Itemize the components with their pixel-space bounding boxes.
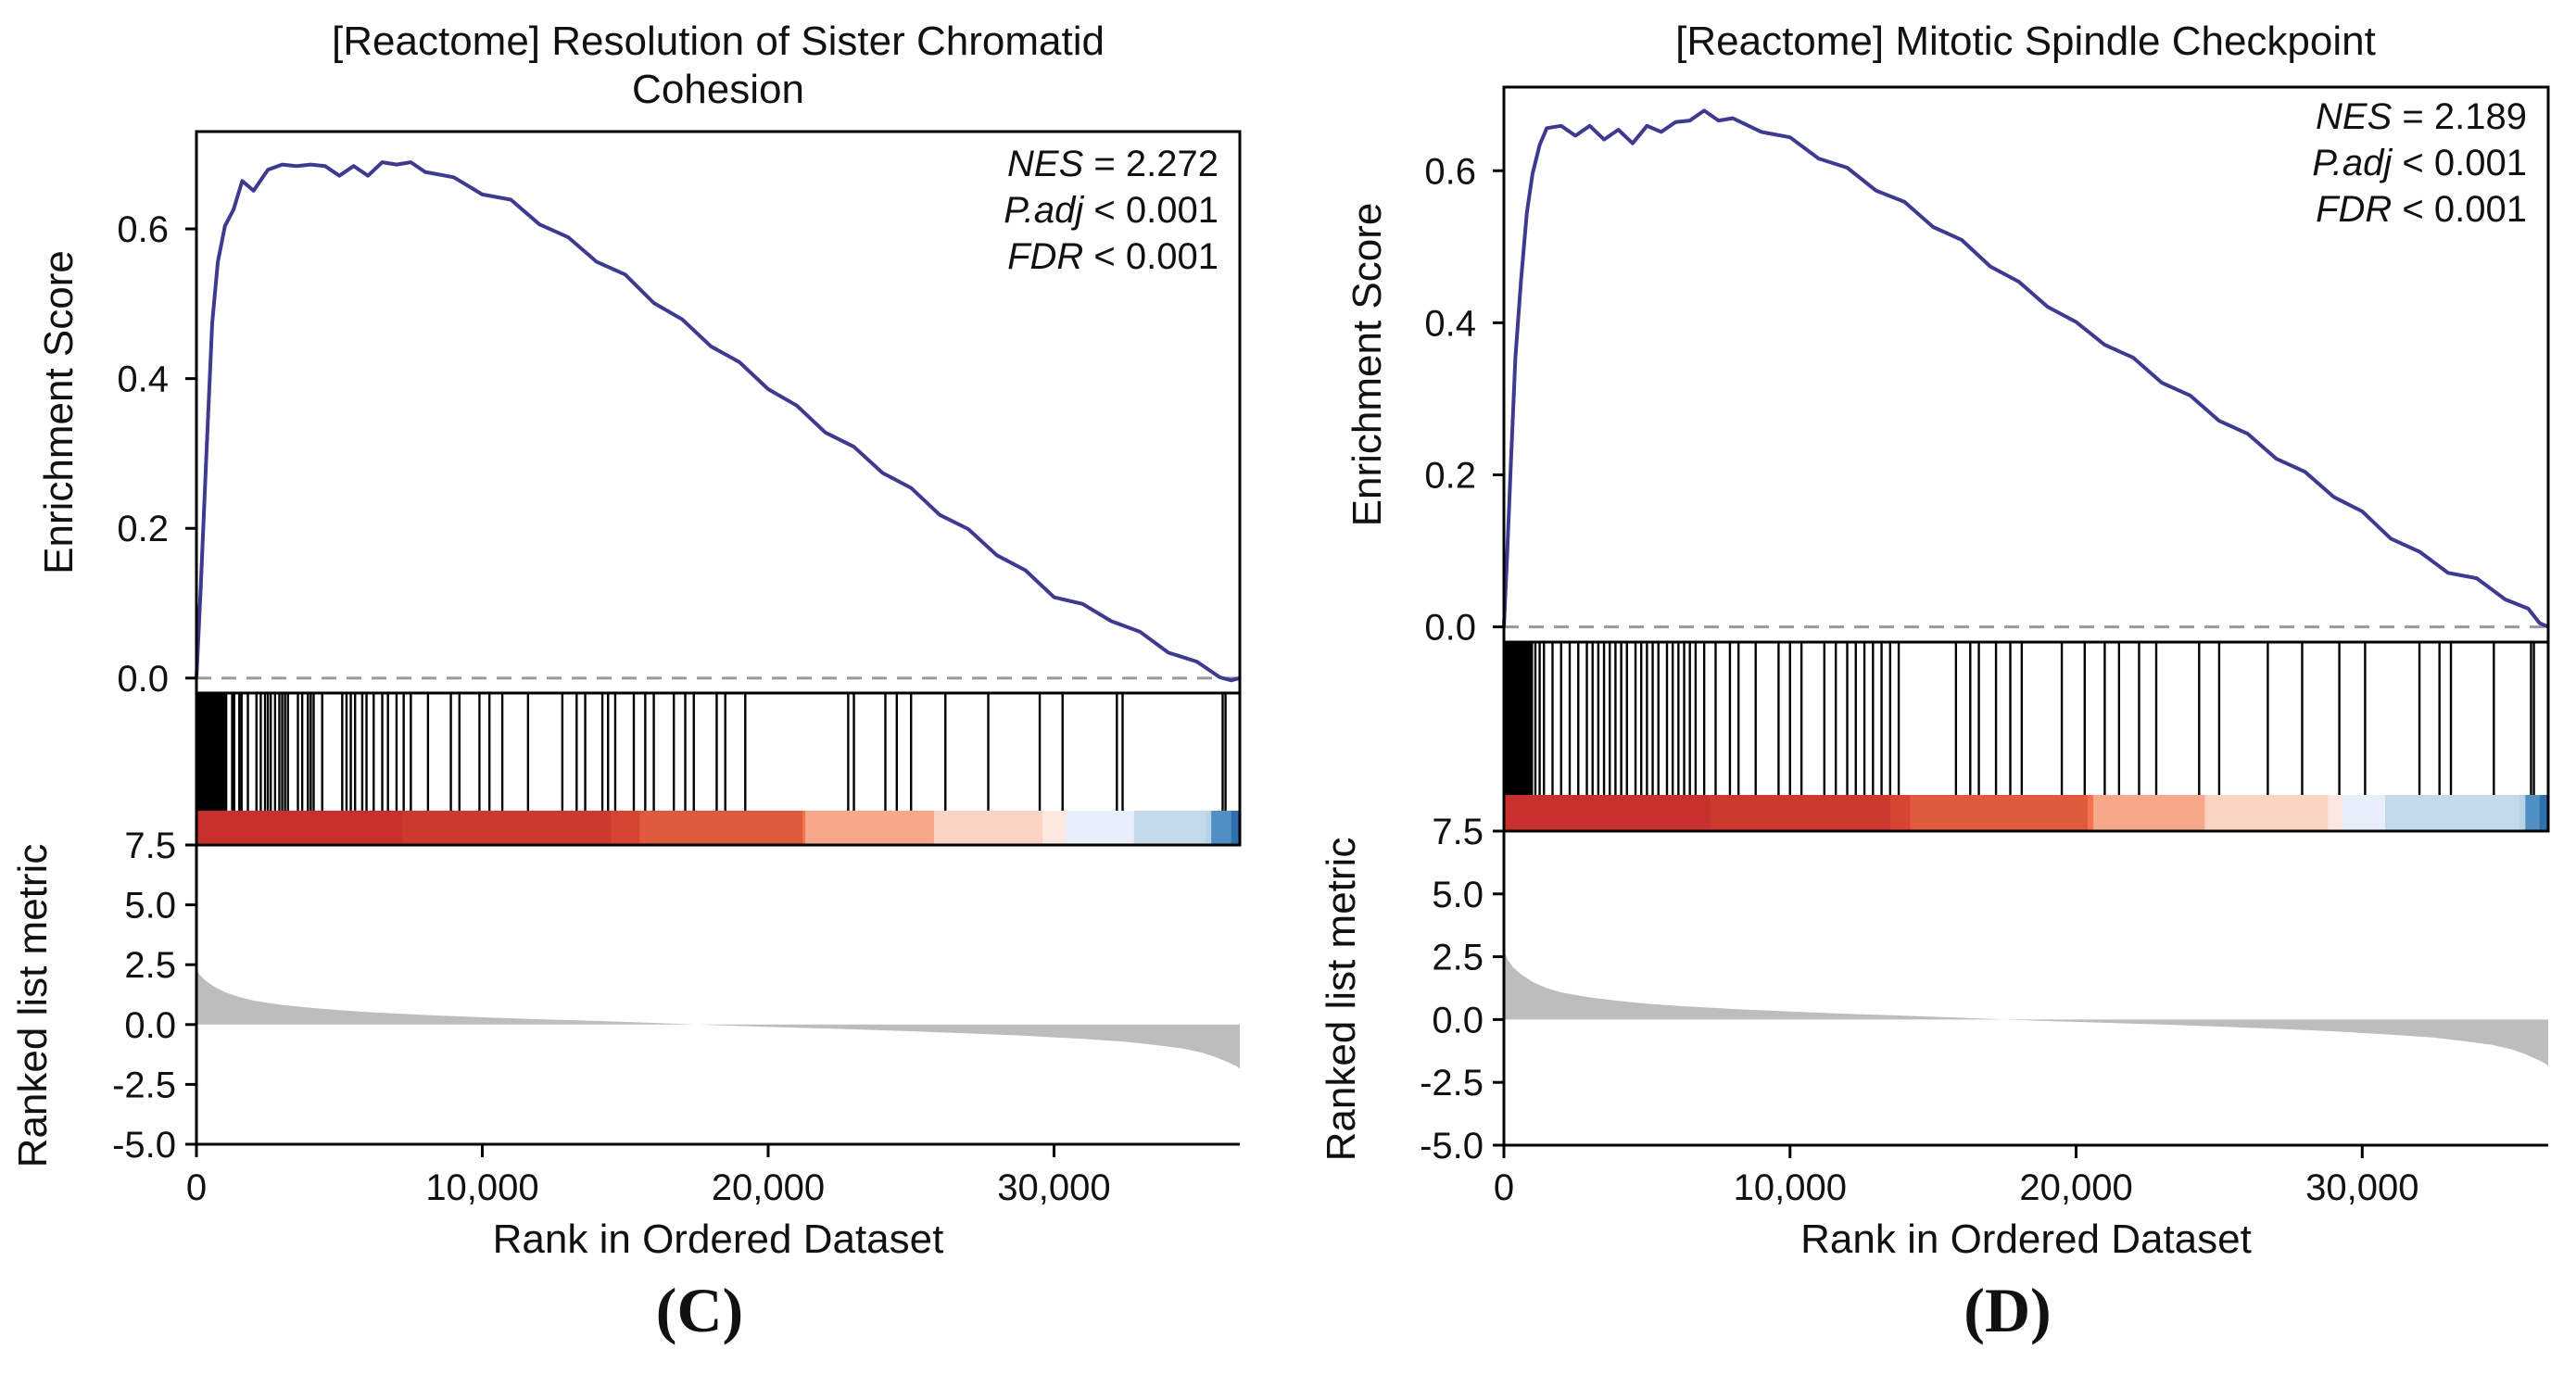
x-tick-label: 0 [1494,1167,1514,1208]
rank-heatmap-segment [2093,795,2206,831]
hits-heatmap-frame [1502,640,2550,833]
metric-y-tick-label: 5.0 [124,886,176,927]
stat-label: NES [1007,144,1084,184]
rank-heatmap-segment [402,811,612,845]
stat-label: FDR [2316,189,2392,230]
rank-heatmap-segment [1133,811,1206,845]
metric-y-axis-label: Ranked list metric [1319,838,1364,1162]
rank-heatmap-segment [1910,795,2089,831]
rank-heatmap-segment [2519,795,2526,831]
stat-annotation: P.adj < 0.001 [1004,190,1219,231]
metric-y-tick-label: 0.0 [1432,1000,1484,1040]
es-y-tick-label: 0.6 [117,209,169,250]
stat-operator: < [1083,236,1126,277]
rank-heatmap-segment [1205,811,1212,845]
hits-heatmap-frame [195,691,1242,847]
panel-label: (D) [1964,1275,2051,1345]
stat-label: P.adj [1004,190,1084,231]
rank-heatmap-segment [1211,811,1232,845]
stat-operator: = [2392,96,2434,137]
x-axis-label: Rank in Ordered Dataset [1800,1217,2252,1262]
enrichment-score-curve [195,160,1241,683]
chart-title: [Reactome] Mitotic Spindle Checkpoint [1675,19,2376,64]
rank-heatmap-segment [2204,795,2329,831]
rank-heatmap-segment [805,811,935,845]
es-y-tick-label: 0.6 [1424,151,1476,192]
panel-d: [Reactome] Mitotic Spindle Checkpoint 0.0… [1319,19,2550,1345]
rank-heatmap-segment [2087,795,2094,831]
es-y-tick-label: 0.2 [1424,455,1476,496]
stat-operator: < [2392,189,2434,230]
stat-operator: < [1083,190,1126,231]
metric-y-tick-label: 7.5 [1432,812,1484,852]
es-y-tick-label: 0.2 [117,509,169,549]
x-tick-label: 20,000 [2019,1167,2132,1208]
rank-heatmap-segment [802,811,806,845]
stat-value: 0.001 [1126,236,1219,277]
panel-c: [Reactome] Resolution of Sister Chromati… [10,19,1242,1345]
stat-value: 2.272 [1126,144,1219,184]
metric-y-tick-label: 5.0 [1432,875,1484,915]
es-y-tick-label: 0.4 [117,359,169,400]
rank-heatmap-segment [1889,795,1912,831]
stat-label: FDR [1007,236,1083,277]
rank-heatmap-segment [639,811,803,845]
rank-heatmap-segment [196,811,403,845]
metric-y-axis-label: Ranked list metric [10,844,56,1168]
rank-heatmap-segment [2539,795,2549,831]
stat-label: P.adj [2312,143,2393,183]
es-y-tick-label: 0.0 [1424,608,1476,649]
ranked-metric-area [196,969,1240,1069]
metric-y-tick-label: -5.0 [112,1125,176,1166]
panel-label: (C) [656,1275,743,1345]
stat-operator: < [2392,143,2434,183]
metric-y-tick-label: -5.0 [1420,1126,1484,1166]
rank-heatmap-segment [2385,795,2520,831]
stat-value: 2.189 [2434,96,2527,137]
x-tick-label: 30,000 [997,1167,1110,1208]
es-y-axis-label: Enrichment Score [1345,203,1390,527]
stat-value: 0.001 [2434,143,2527,183]
metric-y-tick-label: 2.5 [1432,938,1484,978]
stat-annotation: P.adj < 0.001 [2312,143,2527,183]
metric-y-tick-label: 0.0 [124,1005,176,1046]
chart-title: [Reactome] Resolution of Sister Chromati… [332,19,1105,64]
x-tick-label: 0 [186,1167,207,1208]
es-y-tick-label: 0.0 [117,659,169,700]
rank-heatmap-segment [1065,811,1135,845]
rank-heatmap-segment [2525,795,2541,831]
stat-annotation: FDR < 0.001 [2316,189,2527,230]
x-tick-label: 20,000 [712,1167,825,1208]
stat-value: 0.001 [1126,190,1219,231]
rank-heatmap-segment [1231,811,1241,845]
es-y-tick-label: 0.4 [1424,303,1476,344]
x-tick-label: 10,000 [1734,1167,1847,1208]
stat-annotation: NES = 2.272 [1007,144,1219,184]
stat-label: NES [2316,96,2393,137]
rank-heatmap-segment [2328,795,2343,831]
stat-operator: = [1083,144,1126,184]
enrichment-score-curve [1502,108,2549,629]
x-axis-label: Rank in Ordered Dataset [493,1217,944,1262]
metric-y-tick-label: -2.5 [1420,1063,1484,1103]
metric-y-tick-label: 7.5 [124,826,176,866]
rank-heatmap-segment [1504,795,1711,831]
stat-annotation: NES = 2.189 [2316,96,2527,137]
es-y-axis-label: Enrichment Score [36,250,82,574]
chart-title: Cohesion [632,67,804,112]
rank-heatmap-segment [611,811,640,845]
stat-value: 0.001 [2434,189,2527,230]
rank-heatmap-segment [933,811,1043,845]
stat-annotation: FDR < 0.001 [1007,236,1219,277]
ranked-metric-area [1504,949,2548,1066]
x-tick-label: 10,000 [425,1167,538,1208]
metric-y-tick-label: -2.5 [112,1065,176,1105]
x-tick-label: 30,000 [2305,1167,2418,1208]
metric-y-tick-label: 2.5 [124,945,176,986]
rank-heatmap-segment [2342,795,2386,831]
rank-heatmap-segment [1042,811,1067,845]
rank-heatmap-segment [1710,795,1891,831]
